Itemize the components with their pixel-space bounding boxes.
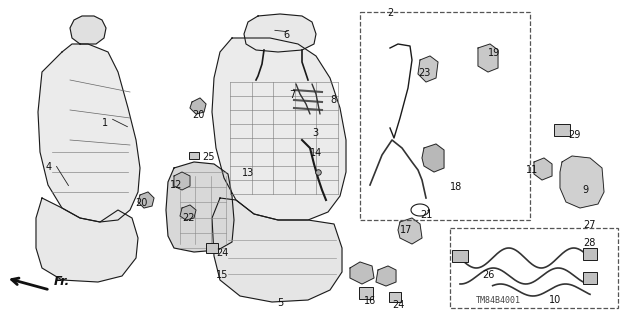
Bar xyxy=(452,250,468,262)
Text: 25: 25 xyxy=(202,152,214,162)
Text: 10: 10 xyxy=(549,295,561,305)
Text: 24: 24 xyxy=(392,300,404,310)
Text: 12: 12 xyxy=(170,180,182,190)
Text: 7: 7 xyxy=(289,90,295,100)
Text: 24: 24 xyxy=(216,248,228,258)
Text: Fr.: Fr. xyxy=(54,275,70,288)
Text: 22: 22 xyxy=(182,213,195,223)
Text: 19: 19 xyxy=(488,48,500,58)
Text: 13: 13 xyxy=(242,168,254,178)
Bar xyxy=(389,292,401,302)
Text: 5: 5 xyxy=(277,298,283,308)
Text: 1: 1 xyxy=(102,118,108,128)
Bar xyxy=(359,287,373,299)
Text: 28: 28 xyxy=(583,238,595,248)
Polygon shape xyxy=(376,266,396,286)
Text: 29: 29 xyxy=(568,130,580,140)
Polygon shape xyxy=(478,44,498,72)
Text: 16: 16 xyxy=(364,296,376,306)
Polygon shape xyxy=(138,192,154,208)
Polygon shape xyxy=(166,162,234,252)
Text: 8: 8 xyxy=(330,95,336,105)
Polygon shape xyxy=(212,38,346,220)
Polygon shape xyxy=(398,218,422,244)
Text: 11: 11 xyxy=(525,165,538,175)
Text: 9: 9 xyxy=(582,185,588,195)
Polygon shape xyxy=(560,156,604,208)
Polygon shape xyxy=(70,16,106,44)
Text: TM84B4001: TM84B4001 xyxy=(476,296,520,305)
Polygon shape xyxy=(422,144,444,172)
Text: 2: 2 xyxy=(387,8,393,18)
Bar xyxy=(554,124,570,136)
Text: 27: 27 xyxy=(583,220,595,230)
Polygon shape xyxy=(244,14,316,52)
Text: 17: 17 xyxy=(400,225,412,235)
Text: 21: 21 xyxy=(420,210,433,220)
Text: 15: 15 xyxy=(216,270,228,280)
Text: 18: 18 xyxy=(450,182,462,192)
Text: 6: 6 xyxy=(284,30,290,40)
Polygon shape xyxy=(36,198,138,282)
Bar xyxy=(360,12,530,220)
Text: 26: 26 xyxy=(482,270,494,280)
Polygon shape xyxy=(212,198,342,302)
Bar xyxy=(206,243,218,253)
Polygon shape xyxy=(418,56,438,82)
Text: 23: 23 xyxy=(418,68,430,78)
Bar xyxy=(583,272,597,284)
Text: 14: 14 xyxy=(310,148,323,158)
Text: 20: 20 xyxy=(192,110,204,120)
Bar xyxy=(583,248,597,260)
Text: 20: 20 xyxy=(136,198,148,208)
Polygon shape xyxy=(180,205,196,220)
Polygon shape xyxy=(534,158,552,180)
Text: 4: 4 xyxy=(46,162,52,172)
Polygon shape xyxy=(38,44,140,222)
Polygon shape xyxy=(350,262,374,284)
Polygon shape xyxy=(190,98,206,114)
Bar xyxy=(450,228,618,308)
Text: 3: 3 xyxy=(312,128,318,138)
Bar xyxy=(189,152,199,159)
Polygon shape xyxy=(174,172,190,190)
